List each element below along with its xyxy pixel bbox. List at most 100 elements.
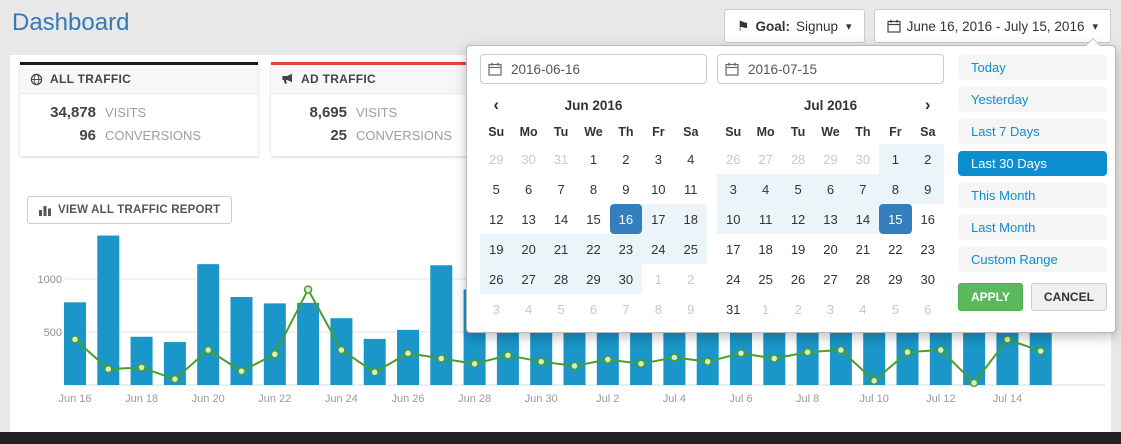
calendar-day[interactable]: 14 [553, 211, 569, 227]
calendar-day[interactable]: 17 [642, 204, 675, 234]
calendar-day[interactable]: 7 [557, 181, 565, 197]
date-range-button[interactable]: June 16, 2016 - July 15, 2016 ▾ [873, 9, 1111, 43]
calendar-day[interactable]: 29 [888, 271, 903, 287]
calendar-day[interactable]: 28 [790, 151, 806, 167]
line-point[interactable] [337, 345, 346, 355]
bar[interactable] [130, 336, 153, 385]
goal-selector-button[interactable]: ⚑ Goal: Signup ▾ [723, 9, 865, 43]
calendar-day[interactable]: 7 [846, 174, 880, 204]
calendar-day[interactable]: 10 [651, 181, 666, 197]
calendar-day[interactable]: 2 [911, 144, 944, 174]
calendar-day[interactable]: 4 [687, 151, 695, 167]
calendar-day[interactable]: 3 [492, 301, 500, 317]
range-option[interactable]: Custom Range [958, 247, 1107, 272]
line-point[interactable] [70, 335, 80, 344]
calendar-day[interactable]: 18 [758, 241, 773, 257]
line-point[interactable] [203, 345, 213, 355]
calendar-day[interactable]: 9 [911, 174, 944, 204]
calendar-day[interactable]: 11 [684, 181, 698, 197]
line-point[interactable] [836, 345, 846, 355]
calendar-day[interactable]: 2 [622, 151, 630, 167]
calendar-day[interactable]: 1 [654, 271, 662, 287]
calendar-day[interactable]: 9 [622, 181, 630, 197]
calendar-day[interactable]: 26 [790, 271, 806, 287]
bar[interactable] [263, 303, 286, 385]
line-point[interactable] [536, 357, 546, 366]
calendar-day[interactable]: 8 [879, 174, 912, 204]
calendar-day[interactable]: 6 [814, 174, 847, 204]
calendar-day[interactable]: 19 [480, 234, 513, 264]
line-point[interactable] [1036, 346, 1045, 356]
calendar-day[interactable]: 19 [790, 241, 806, 257]
calendar-day[interactable]: 6 [589, 301, 598, 317]
calendar-day[interactable]: 11 [749, 204, 782, 234]
calendar-day[interactable]: 12 [781, 204, 815, 234]
calendar-day[interactable]: 22 [888, 241, 903, 257]
line-point[interactable] [370, 368, 379, 377]
calendar-day[interactable]: 27 [758, 151, 773, 167]
calendar-day[interactable]: 16 [609, 204, 643, 234]
calendar-day[interactable]: 4 [749, 174, 782, 204]
line-point[interactable] [603, 355, 613, 364]
line-point[interactable] [770, 354, 779, 363]
bar[interactable] [297, 302, 320, 385]
calendar-day[interactable]: 5 [891, 301, 899, 317]
line-point[interactable] [470, 359, 479, 369]
calendar-day[interactable]: 27 [512, 264, 545, 294]
line-point[interactable] [104, 364, 113, 374]
calendar-day[interactable]: 27 [823, 271, 838, 287]
line-point[interactable] [303, 285, 313, 294]
calendar-day[interactable]: 6 [924, 301, 932, 317]
line-point[interactable] [237, 366, 246, 376]
next-month-icon[interactable]: › [924, 95, 931, 114]
calendar-day[interactable]: 20 [512, 234, 545, 264]
calendar-day[interactable]: 1 [762, 301, 770, 317]
line-point[interactable] [803, 347, 812, 357]
calendar-day[interactable]: 16 [920, 211, 935, 227]
range-option[interactable]: Last 30 Days [958, 151, 1107, 176]
line-point[interactable] [437, 354, 446, 363]
bar[interactable] [430, 265, 453, 385]
view-all-traffic-report-button[interactable]: VIEW ALL TRAFFIC REPORT [27, 196, 233, 224]
calendar-day[interactable]: 1 [879, 144, 912, 174]
calendar-day[interactable]: 15 [879, 204, 912, 234]
start-date-input[interactable] [480, 54, 707, 84]
line-point[interactable] [869, 376, 879, 386]
calendar-day[interactable]: 23 [609, 234, 643, 264]
calendar-day[interactable]: 30 [920, 271, 935, 287]
line-point[interactable] [703, 357, 712, 366]
calendar-day[interactable]: 3 [826, 301, 835, 317]
calendar-day[interactable]: 24 [642, 234, 675, 264]
calendar-day[interactable]: 25 [758, 271, 773, 287]
calendar-day[interactable]: 4 [525, 301, 533, 317]
calendar-day[interactable]: 2 [687, 271, 695, 287]
calendar-day[interactable]: 31 [725, 301, 741, 317]
calendar-day[interactable]: 3 [717, 174, 750, 204]
calendar-day[interactable]: 29 [577, 264, 610, 294]
calendar-day[interactable]: 5 [492, 181, 500, 197]
end-date-input[interactable] [717, 54, 944, 84]
calendar-day[interactable]: 20 [823, 241, 838, 257]
calendar-day[interactable]: 2 [794, 301, 802, 317]
calendar-day[interactable]: 21 [855, 241, 871, 257]
calendar-day[interactable]: 21 [544, 234, 578, 264]
calendar-day[interactable]: 5 [557, 301, 565, 317]
calendar-day[interactable]: 25 [674, 234, 707, 264]
calendar-day[interactable]: 29 [488, 151, 504, 167]
prev-month-icon[interactable]: ‹ [493, 95, 500, 114]
calendar-day[interactable]: 22 [577, 234, 610, 264]
calendar-day[interactable]: 7 [622, 301, 630, 317]
bar[interactable] [97, 235, 120, 385]
bar[interactable] [763, 317, 786, 385]
range-option[interactable]: Today [958, 55, 1107, 80]
line-point[interactable] [670, 353, 679, 362]
calendar-day[interactable]: 3 [654, 151, 662, 167]
range-option[interactable]: Yesterday [958, 87, 1107, 112]
cancel-button[interactable]: CANCEL [1030, 283, 1107, 311]
line-point[interactable] [270, 350, 280, 359]
line-point[interactable] [636, 359, 646, 369]
line-point[interactable] [503, 351, 513, 360]
bar[interactable] [630, 321, 653, 385]
calendar-day[interactable]: 6 [525, 181, 533, 197]
calendar-day[interactable]: 23 [920, 241, 935, 257]
